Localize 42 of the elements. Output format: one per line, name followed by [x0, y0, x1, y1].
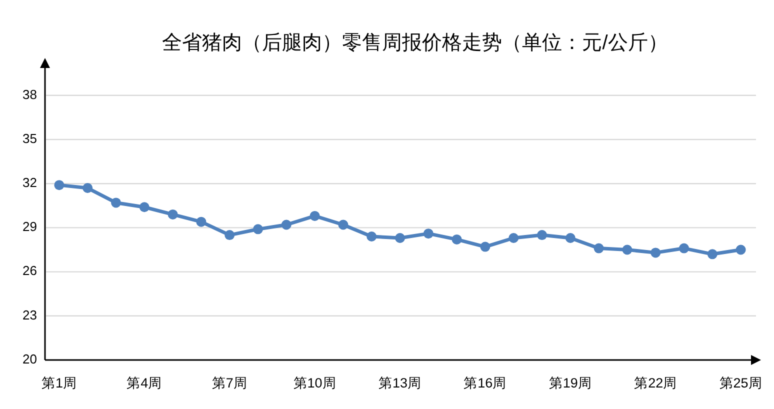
y-tick-label: 23 [22, 307, 37, 322]
x-tick-label: 第16周 [464, 376, 507, 391]
point [707, 249, 718, 260]
point [338, 220, 348, 230]
point [168, 209, 178, 220]
x-tick-label: 第7周 [212, 376, 248, 391]
x-tick-label: 第4周 [126, 376, 162, 391]
x-tick-label: 第13周 [378, 376, 422, 391]
point [310, 210, 320, 221]
y-tick-label: 35 [22, 130, 37, 146]
point [54, 180, 64, 190]
y-tick-label: 20 [22, 351, 37, 366]
point [366, 232, 377, 242]
point [537, 230, 547, 240]
point [565, 232, 576, 243]
point [139, 202, 150, 212]
point [480, 242, 490, 252]
point [679, 243, 689, 254]
point [736, 244, 746, 255]
point [452, 234, 462, 244]
point [224, 230, 235, 240]
point [622, 244, 632, 255]
point [423, 228, 434, 239]
y-tick-label: 29 [22, 219, 37, 234]
x-tick-label: 第22周 [634, 376, 678, 391]
x-tick-label: 第10周 [293, 376, 336, 391]
point [594, 243, 604, 254]
y-tick-label: 32 [22, 175, 37, 190]
title: 全省猪肉（后腿肉）零售周报价格走势（单位：元/公斤） [162, 32, 668, 54]
x-tick-label: 第1周 [41, 376, 77, 391]
x-tick-label: 第19周 [548, 376, 592, 391]
x-tick-label: 第25周 [719, 376, 762, 391]
point [82, 183, 93, 194]
y-tick-label: 26 [22, 263, 37, 278]
point [395, 232, 405, 243]
point [508, 232, 519, 243]
y-tick-label: 38 [22, 86, 37, 102]
point [111, 198, 121, 208]
point [650, 248, 661, 258]
point [253, 224, 263, 234]
point [196, 216, 206, 227]
point [281, 220, 292, 230]
